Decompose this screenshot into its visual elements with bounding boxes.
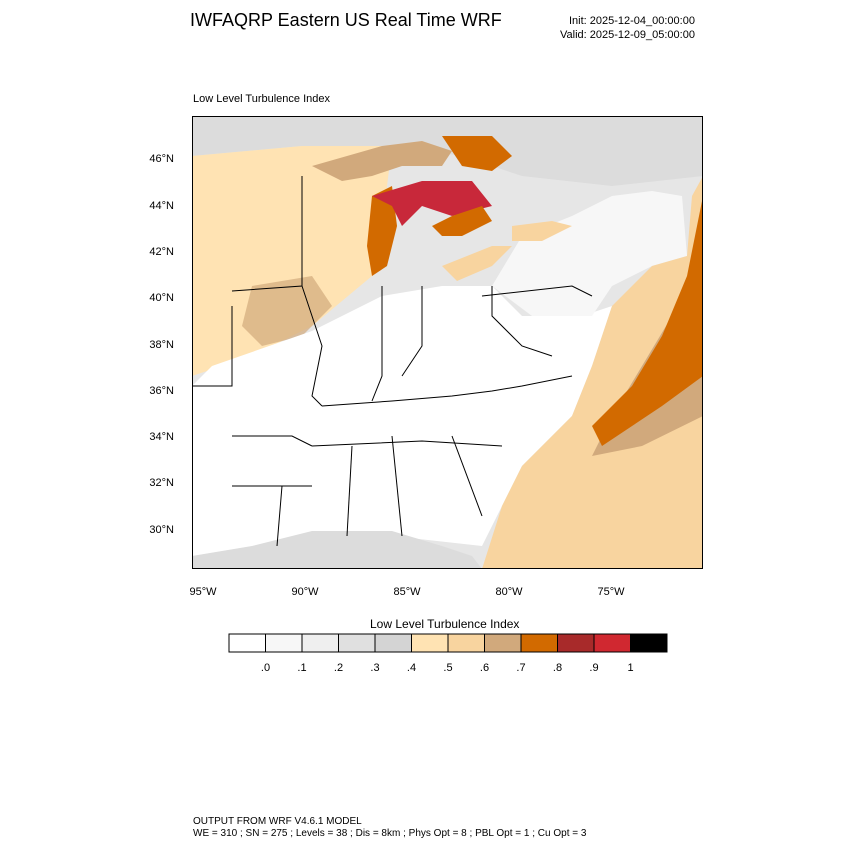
colorbar-title: Low Level Turbulence Index (370, 617, 520, 631)
map-frame (192, 116, 703, 569)
colorbar-swatch (557, 633, 595, 653)
model-info: OUTPUT FROM WRF V4.6.1 MODEL WE = 310 ; … (193, 816, 586, 840)
colorbar-swatch (374, 633, 412, 653)
colorbar-swatch (520, 633, 558, 653)
lake-ontario (512, 221, 572, 241)
colorbar (228, 633, 668, 653)
colorbar-label: .1 (297, 662, 307, 674)
state-borders (192, 176, 593, 547)
colorbar-swatch (484, 633, 522, 653)
model-info-line2: WE = 310 ; SN = 275 ; Levels = 38 ; Dis … (193, 828, 587, 839)
lon-label: 80°W (495, 586, 523, 598)
colorbar-swatch (265, 633, 303, 653)
time-info: Init: 2025-12-04_00:00:00 Valid: 2025-12… (560, 14, 695, 42)
colorbar-label: 1 (627, 662, 634, 674)
atlantic-ocean (482, 176, 703, 569)
ocean-dark-tan (592, 236, 703, 456)
northeast-land (492, 191, 687, 316)
lon-label: 85°W (393, 586, 421, 598)
colorbar-label: .3 (370, 662, 380, 674)
lat-label: 46°N (149, 153, 174, 165)
lake-michigan-huron-north (372, 181, 492, 226)
lake-superior-east (442, 136, 512, 171)
colorbar-label: .6 (479, 662, 490, 674)
colorbar-label: .5 (443, 662, 453, 674)
colorbar-label: .4 (406, 662, 417, 674)
turbulence-map (192, 116, 703, 569)
colorbar-swatch (338, 633, 376, 653)
lat-label: 38°N (149, 339, 174, 351)
init-time: Init: 2025-12-04_00:00:00 (568, 15, 695, 27)
midwest-dark-tan-region (242, 276, 332, 346)
map-subtitle: Low Level Turbulence Index (193, 93, 330, 105)
lat-label: 36°N (149, 385, 174, 397)
colorbar-swatch (228, 633, 266, 653)
lon-label: 75°W (597, 586, 625, 598)
lat-label: 44°N (149, 200, 174, 212)
lake-superior (312, 141, 452, 181)
lake-huron (432, 206, 492, 236)
lon-label: 95°W (189, 586, 217, 598)
lake-michigan (367, 186, 397, 276)
lon-label: 90°W (291, 586, 319, 598)
colorbar-label: .9 (589, 662, 599, 674)
colorbar-label: .2 (333, 662, 344, 674)
southeast-land (192, 286, 612, 556)
model-info-line1: OUTPUT FROM WRF V4.6.1 MODEL (193, 816, 362, 827)
lat-label: 32°N (149, 477, 174, 489)
colorbar-label: .8 (552, 662, 563, 674)
lat-label: 34°N (149, 431, 174, 443)
page-title: IWFAQRP Eastern US Real Time WRF (190, 10, 502, 30)
lake-erie (442, 246, 512, 281)
lat-label: 40°N (149, 292, 174, 304)
midwest-tan-region (192, 146, 392, 376)
lat-label: 42°N (149, 246, 174, 258)
ocean-orange-band (592, 196, 703, 446)
colorbar-swatch (593, 633, 631, 653)
lat-label: 30°N (149, 524, 174, 536)
gulf-of-mexico (192, 531, 482, 569)
colorbar-swatch (301, 633, 339, 653)
colorbar-label: .7 (516, 662, 526, 674)
colorbar-swatch (411, 633, 449, 653)
colorbar-swatch (447, 633, 485, 653)
colorbar-label: .0 (260, 662, 271, 674)
valid-time: Valid: 2025-12-09_05:00:00 (560, 29, 695, 41)
colorbar-swatch (630, 633, 668, 653)
